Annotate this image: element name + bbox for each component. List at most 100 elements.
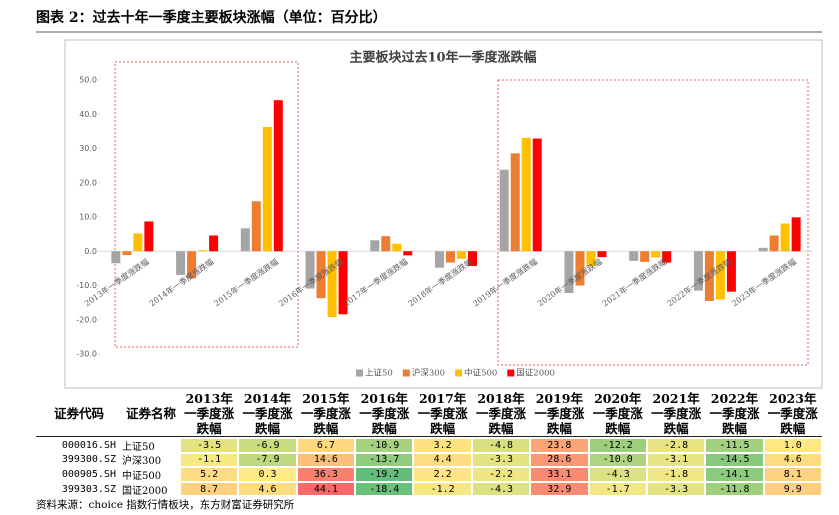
page-title: 图表 2：过去十年一季度主要板块涨幅（单位：百分比） (36, 9, 387, 26)
highlight-box (497, 79, 809, 366)
legend-label: 中证500 (464, 368, 497, 379)
table-value: 14.6 (296, 452, 356, 468)
header-rule (36, 436, 822, 437)
x-tick-label: 2017年一季度涨跌幅 (341, 256, 409, 308)
bar (262, 126, 272, 252)
table-value: -1.8 (646, 467, 706, 482)
table-value: 6.7 (296, 438, 356, 453)
table-value: 4.6 (238, 481, 297, 497)
legend-label: 国证2000 (516, 369, 555, 379)
y-tick-label: -20.0 (76, 315, 97, 324)
bar (176, 251, 186, 275)
row-name: 中证500 (122, 470, 162, 482)
table-value: 0.3 (238, 467, 297, 482)
table-value: 4.4 (413, 452, 472, 468)
highlight-box (114, 61, 299, 348)
bar (381, 236, 391, 252)
bar (693, 251, 703, 291)
bar (122, 251, 132, 256)
table-value: 9.9 (763, 481, 822, 497)
table-value: 2.2 (413, 467, 472, 482)
bar (758, 247, 768, 252)
table-header: 证券代码 (53, 406, 104, 421)
table-value: 36.3 (296, 467, 356, 482)
bar (715, 251, 725, 300)
table-header: 2023年一季度涨跌幅 (767, 391, 818, 436)
row-name: 上证50 (122, 441, 155, 453)
table-value: -14.5 (705, 452, 764, 468)
table-value: -13.7 (355, 452, 414, 468)
row-name: 国证2000 (122, 485, 168, 497)
table-value: -3.1 (646, 452, 706, 468)
bar (435, 251, 444, 268)
bar (240, 228, 250, 252)
table-value: -2.2 (471, 467, 531, 482)
legend-swatch (507, 369, 515, 377)
bar (597, 251, 607, 258)
table-header: 2019年一季度涨跌幅 (534, 391, 585, 436)
table-header: 2018年一季度涨跌幅 (475, 391, 526, 436)
row-code: 000016.SH (61, 439, 116, 451)
table-value: -10.9 (355, 438, 414, 453)
bar (468, 251, 477, 266)
table-header: 2020年一季度涨跌幅 (592, 391, 643, 436)
bar (575, 251, 585, 286)
table-header: 2017年一季度涨跌幅 (417, 391, 468, 436)
x-tick-label: 2023年一季度涨跌幅 (730, 256, 798, 308)
chart: 图表 2：过去十年一季度主要板块涨幅（单位：百分比） 主要板块过去10年一季度涨… (36, 9, 823, 389)
table-value: 44.1 (296, 481, 356, 497)
y-tick-label: 0.0 (84, 247, 97, 256)
bar (305, 251, 315, 289)
bar (521, 137, 531, 252)
table-header: 证券名称 (126, 406, 177, 421)
bar (662, 251, 672, 263)
bar (111, 251, 121, 264)
y-tick-label: -30.0 (76, 350, 97, 359)
bar (273, 100, 283, 252)
table-value: 28.6 (530, 452, 589, 468)
table-value: -1.2 (413, 481, 472, 497)
row-code: 399300.SZ (61, 454, 116, 466)
table-value: 33.1 (530, 467, 589, 482)
bar (187, 251, 197, 279)
table-header: 2014年一季度涨跌幅 (242, 391, 293, 436)
bar (209, 235, 219, 252)
source-note: 资料来源：choice 指数行情板块，东方财富证券研究所 (36, 499, 295, 511)
bar (446, 251, 455, 263)
y-tick-label: 40.0 (79, 110, 97, 119)
table-value: 5.2 (180, 467, 239, 482)
table-value: 8.7 (180, 481, 239, 497)
x-tick-label: 2015年一季度涨跌幅 (212, 256, 280, 308)
bar (133, 233, 143, 252)
table-value: -12.2 (588, 438, 647, 453)
bar (791, 217, 801, 252)
bar (780, 223, 790, 252)
table-value: -7.9 (238, 452, 297, 468)
table-value: -3.3 (646, 481, 706, 497)
y-tick-label: 20.0 (79, 178, 97, 187)
bar (316, 251, 326, 299)
table-header: 2015年一季度涨跌幅 (300, 391, 351, 436)
table-value: -4.8 (471, 438, 531, 453)
y-tick-label: 10.0 (79, 213, 97, 222)
bar (499, 169, 509, 252)
row-code: 399303.SZ (61, 483, 116, 495)
table-value: -3.3 (471, 452, 531, 468)
x-tick-label: 2021年一季度涨跌幅 (600, 256, 668, 308)
table-value: -18.4 (355, 481, 414, 497)
bar (510, 153, 520, 252)
table-value: 3.2 (413, 438, 472, 453)
table-value: 32.9 (530, 481, 589, 497)
bar (403, 251, 413, 256)
chart-frame (64, 39, 823, 389)
bar (338, 251, 348, 315)
table-value: -3.5 (180, 438, 239, 453)
legend-swatch (455, 369, 463, 377)
chart-title: 主要板块过去10年一季度涨跌幅 (349, 50, 536, 66)
table-value: -1.1 (180, 452, 239, 468)
table-value: -4.3 (588, 467, 647, 482)
table-value: -14.1 (705, 467, 764, 482)
bar (392, 243, 402, 252)
x-tick-label: 2019年一季度涨跌幅 (471, 256, 539, 308)
